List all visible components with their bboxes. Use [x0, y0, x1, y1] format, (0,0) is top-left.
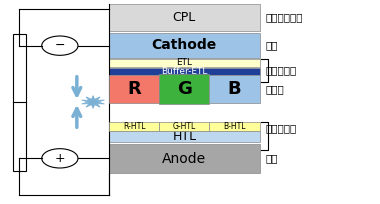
Text: CPL: CPL [173, 11, 196, 24]
Text: G: G [177, 80, 192, 98]
Bar [109, 75, 159, 103]
Bar [109, 122, 159, 131]
Text: −: − [55, 39, 65, 52]
Text: G-HTL: G-HTL [173, 122, 196, 131]
Bar [109, 33, 260, 58]
Bar [109, 131, 260, 142]
Text: ETL: ETL [176, 59, 192, 68]
Text: R: R [127, 80, 141, 98]
Text: 陰極: 陰極 [266, 40, 278, 50]
Bar [159, 122, 209, 131]
Text: Anode: Anode [162, 152, 206, 165]
Text: R-HTL: R-HTL [123, 122, 145, 131]
Text: Buffer-ETL: Buffer-ETL [161, 67, 207, 76]
Bar [209, 75, 260, 103]
Text: 光取り出し層: 光取り出し層 [266, 12, 303, 22]
Text: Cathode: Cathode [152, 38, 217, 52]
Text: B: B [228, 80, 241, 98]
Text: B-HTL: B-HTL [223, 122, 246, 131]
Text: 正孔輸送層: 正孔輸送層 [266, 124, 297, 134]
Bar [109, 4, 260, 31]
Text: 陽極: 陽極 [266, 154, 278, 164]
Bar [159, 74, 209, 104]
Bar [209, 122, 260, 131]
Polygon shape [82, 95, 105, 109]
Bar [109, 59, 260, 67]
Bar [109, 144, 260, 173]
Text: HTL: HTL [172, 130, 196, 143]
Text: 電子輸送層: 電子輸送層 [266, 66, 297, 76]
Bar [13, 34, 26, 171]
Text: 発光層: 発光層 [266, 84, 284, 94]
Text: +: + [55, 152, 65, 165]
Bar [109, 68, 260, 75]
